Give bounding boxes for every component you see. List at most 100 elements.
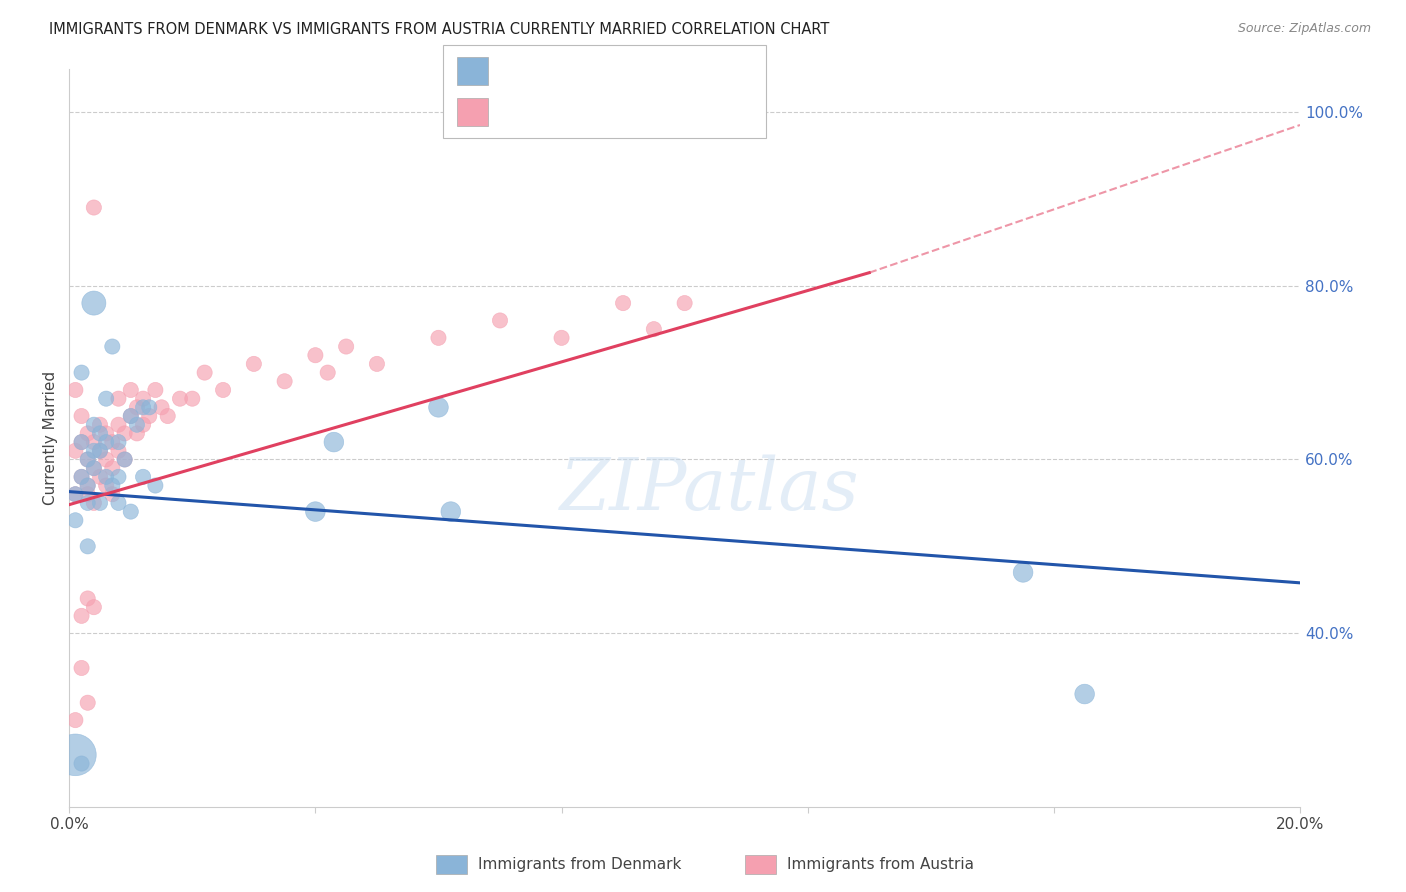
Point	[194, 366, 217, 380]
Point	[335, 339, 357, 353]
Text: 0.363: 0.363	[538, 103, 598, 121]
Point	[114, 426, 136, 441]
Point	[89, 426, 111, 441]
Point	[304, 505, 326, 519]
Point	[83, 443, 105, 458]
Point	[612, 296, 634, 310]
Point	[96, 426, 118, 441]
Point	[76, 452, 98, 467]
Point	[427, 331, 450, 345]
Point	[643, 322, 665, 336]
Point	[107, 417, 129, 432]
Point	[89, 496, 111, 510]
Point	[138, 401, 160, 415]
Text: R =: R =	[499, 62, 536, 79]
Point	[150, 401, 173, 415]
Point	[132, 392, 155, 406]
Point	[76, 478, 98, 492]
Point	[120, 409, 142, 423]
Point	[76, 696, 98, 710]
Point	[70, 366, 93, 380]
Point	[125, 401, 148, 415]
Point	[101, 487, 124, 501]
Point	[76, 426, 98, 441]
Y-axis label: Currently Married: Currently Married	[44, 371, 58, 505]
Point	[76, 539, 98, 553]
Point	[70, 608, 93, 623]
Point	[322, 435, 344, 450]
Point	[96, 470, 118, 484]
Point	[76, 487, 98, 501]
Point	[70, 470, 93, 484]
Point	[114, 452, 136, 467]
Point	[96, 392, 118, 406]
Point	[107, 496, 129, 510]
Point	[89, 443, 111, 458]
Text: -0.137: -0.137	[538, 62, 598, 79]
Point	[83, 461, 105, 475]
Text: N =: N =	[605, 62, 652, 79]
Point	[101, 435, 124, 450]
Point	[96, 435, 118, 450]
Point	[107, 392, 129, 406]
Point	[550, 331, 572, 345]
Point	[76, 478, 98, 492]
Point	[70, 756, 93, 771]
Text: ZIPatlas: ZIPatlas	[560, 454, 859, 524]
Point	[76, 452, 98, 467]
Point	[65, 513, 87, 527]
Point	[83, 201, 105, 215]
Point	[427, 401, 450, 415]
Text: R =: R =	[499, 103, 536, 121]
Point	[243, 357, 266, 371]
Text: 40: 40	[651, 62, 673, 79]
Point	[65, 747, 87, 762]
Text: Source: ZipAtlas.com: Source: ZipAtlas.com	[1237, 22, 1371, 36]
Point	[96, 452, 118, 467]
Point	[89, 470, 111, 484]
Point	[120, 409, 142, 423]
Point	[212, 383, 235, 397]
Point	[138, 409, 160, 423]
Point	[107, 470, 129, 484]
Point	[120, 505, 142, 519]
Point	[114, 452, 136, 467]
Text: Immigrants from Austria: Immigrants from Austria	[787, 857, 974, 871]
Point	[70, 435, 93, 450]
Point	[65, 383, 87, 397]
Point	[83, 435, 105, 450]
Point	[169, 392, 191, 406]
Point	[316, 366, 339, 380]
Point	[83, 296, 105, 310]
Point	[89, 443, 111, 458]
Point	[70, 435, 93, 450]
Point	[76, 496, 98, 510]
Point	[156, 409, 179, 423]
Point	[1073, 687, 1095, 701]
Point	[673, 296, 696, 310]
Point	[273, 374, 295, 388]
Point	[65, 443, 87, 458]
Point	[70, 470, 93, 484]
Point	[76, 591, 98, 606]
Point	[83, 461, 105, 475]
Point	[132, 417, 155, 432]
Text: 60: 60	[651, 103, 673, 121]
Point	[489, 313, 512, 327]
Point	[107, 435, 129, 450]
Point	[65, 487, 87, 501]
Point	[65, 487, 87, 501]
Point	[83, 496, 105, 510]
Point	[181, 392, 204, 406]
Point	[125, 417, 148, 432]
Point	[440, 505, 463, 519]
Point	[65, 713, 87, 727]
Text: N =: N =	[605, 103, 652, 121]
Point	[101, 461, 124, 475]
Point	[120, 383, 142, 397]
Point	[83, 600, 105, 615]
Point	[145, 383, 167, 397]
Point	[83, 417, 105, 432]
Point	[70, 661, 93, 675]
Point	[101, 478, 124, 492]
